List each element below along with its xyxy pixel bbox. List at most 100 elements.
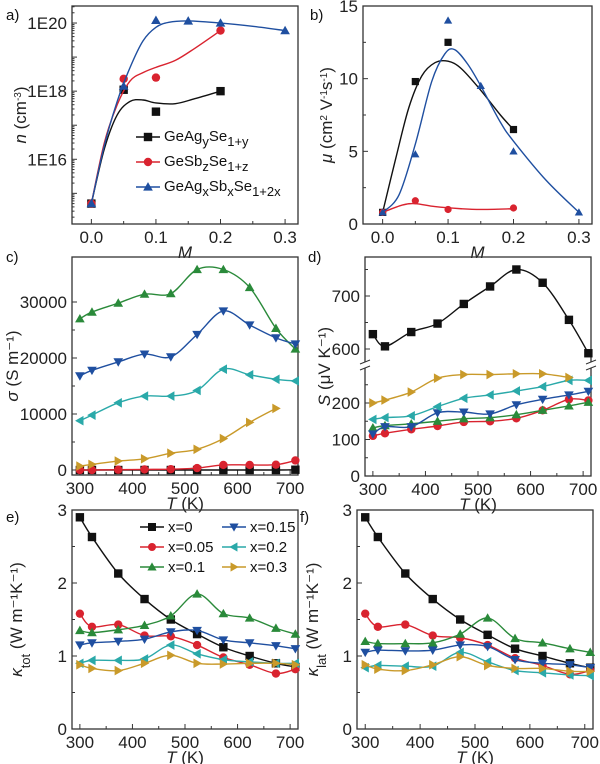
- y-tick-label: 20000: [20, 349, 67, 368]
- triangle-right-marker: [114, 665, 124, 676]
- circle-marker: [411, 197, 419, 205]
- series-line: [365, 651, 591, 677]
- panel-label-b: b): [310, 7, 323, 24]
- triangle-right-marker: [193, 658, 202, 669]
- axis-break-mark: [359, 365, 371, 371]
- legend-entry: GeAgySe1+y: [164, 128, 249, 149]
- triangle-right-marker: [140, 658, 150, 669]
- triangle-right-marker: [565, 372, 574, 383]
- legend-label: x=0.05: [168, 539, 213, 556]
- x-tick-label: 600: [223, 733, 251, 752]
- legend-label: x=0.3: [250, 559, 287, 576]
- triangle-down-marker: [585, 664, 596, 673]
- legend-e: x=0 x=0.05 x=0.1 x=0.15 x=0.2 x=0.3: [140, 519, 295, 576]
- panel-label-e: e): [6, 509, 19, 526]
- triangle-up-marker: [218, 608, 229, 618]
- x-axis-label: T (K): [459, 495, 497, 514]
- y-tick-label: 15: [339, 0, 358, 16]
- triangle-up-marker: [75, 313, 85, 323]
- square-marker: [75, 513, 85, 522]
- fit-line: [90, 90, 221, 204]
- circle-marker: [143, 157, 153, 167]
- triangle-down-marker: [218, 307, 229, 316]
- triangle-up-marker: [147, 562, 157, 571]
- x-tick-label: 300: [66, 479, 94, 498]
- square-marker: [361, 513, 370, 522]
- series-GeSbzSe1+z: [87, 26, 225, 208]
- square-marker: [564, 315, 574, 325]
- y-tick-label: 1E18: [27, 82, 67, 101]
- x-tick-label: 400: [406, 733, 434, 752]
- triangle-down-marker: [218, 636, 229, 645]
- series-GeSbzSe1+z: [379, 197, 518, 216]
- triangle-right-marker: [538, 663, 548, 674]
- axis-break-mark: [585, 365, 597, 371]
- triangle-left-marker: [368, 414, 377, 425]
- triangle-down-marker: [244, 639, 255, 648]
- x-tick-label: 300: [351, 733, 379, 752]
- triangle-left-marker: [432, 401, 442, 412]
- y-tick-label: 200: [332, 394, 360, 413]
- triangle-right-marker: [361, 659, 371, 670]
- triangle-down-marker: [192, 626, 202, 636]
- triangle-up-marker: [583, 397, 594, 406]
- square-marker: [483, 630, 492, 640]
- series-line: [372, 390, 589, 435]
- y-tick-label: 0: [343, 720, 352, 739]
- triangle-up-marker: [215, 18, 226, 27]
- series-x03: [369, 368, 574, 408]
- y-axis-label-b: μ (cm2 V-1s-1): [317, 67, 336, 164]
- circle-marker: [428, 631, 437, 640]
- x-tick-label: 400: [118, 733, 146, 752]
- triangle-down-marker: [510, 656, 520, 665]
- fit-line: [382, 48, 580, 213]
- triangle-right-marker: [76, 461, 85, 471]
- series-line: [79, 407, 277, 467]
- square-marker: [373, 532, 383, 542]
- triangle-down-marker: [458, 408, 469, 417]
- series-line: [79, 613, 296, 675]
- square-marker: [291, 465, 300, 474]
- triangle-right-marker: [76, 659, 85, 670]
- square-marker: [140, 594, 149, 604]
- triangle-up-marker: [183, 16, 194, 25]
- square-marker: [433, 319, 442, 328]
- triangle-right-marker: [219, 433, 229, 444]
- triangle-down-marker: [87, 639, 97, 648]
- series-line: [365, 617, 591, 654]
- series-x0: [368, 265, 593, 358]
- x-tick-label: 0.1: [144, 228, 168, 247]
- series-x01: [75, 264, 301, 353]
- y-axis-label-f: κlat (W m⁻¹K⁻¹): [303, 563, 329, 677]
- triangle-right-marker: [539, 368, 548, 379]
- triangle-up-marker: [271, 623, 281, 632]
- circle-marker: [271, 669, 281, 678]
- x-tick-label: 0.2: [209, 228, 233, 247]
- y-axis-label-e: κtot (W m⁻¹K⁻¹): [7, 562, 33, 677]
- y-tick-label: 1: [343, 647, 352, 666]
- triangle-up-marker: [86, 198, 97, 208]
- triangle-left-marker: [218, 364, 227, 375]
- x-tick-label: 500: [171, 479, 199, 498]
- triangle-up-marker: [565, 643, 575, 653]
- triangle-down-marker: [564, 391, 574, 400]
- square-marker: [245, 465, 254, 475]
- square-marker: [87, 532, 97, 542]
- square-marker: [428, 594, 437, 604]
- triangle-left-marker: [400, 661, 409, 672]
- circle-marker: [373, 622, 383, 631]
- square-marker: [245, 651, 254, 661]
- x-axis-label: T (K): [166, 494, 204, 513]
- x-tick-label: 0.1: [436, 228, 460, 247]
- triangle-up-marker: [455, 629, 466, 638]
- x-tick-label: 0.3: [273, 228, 297, 247]
- triangle-right-marker: [429, 659, 438, 670]
- triangle-up-marker: [511, 409, 522, 419]
- square-marker: [538, 278, 547, 287]
- series-line: [79, 266, 296, 350]
- x-tick-label: 0.3: [567, 228, 591, 247]
- series-x015: [360, 641, 596, 673]
- triangle-up-marker: [373, 638, 383, 648]
- x-axis-label: T (K): [166, 748, 204, 764]
- series-x02: [75, 364, 299, 426]
